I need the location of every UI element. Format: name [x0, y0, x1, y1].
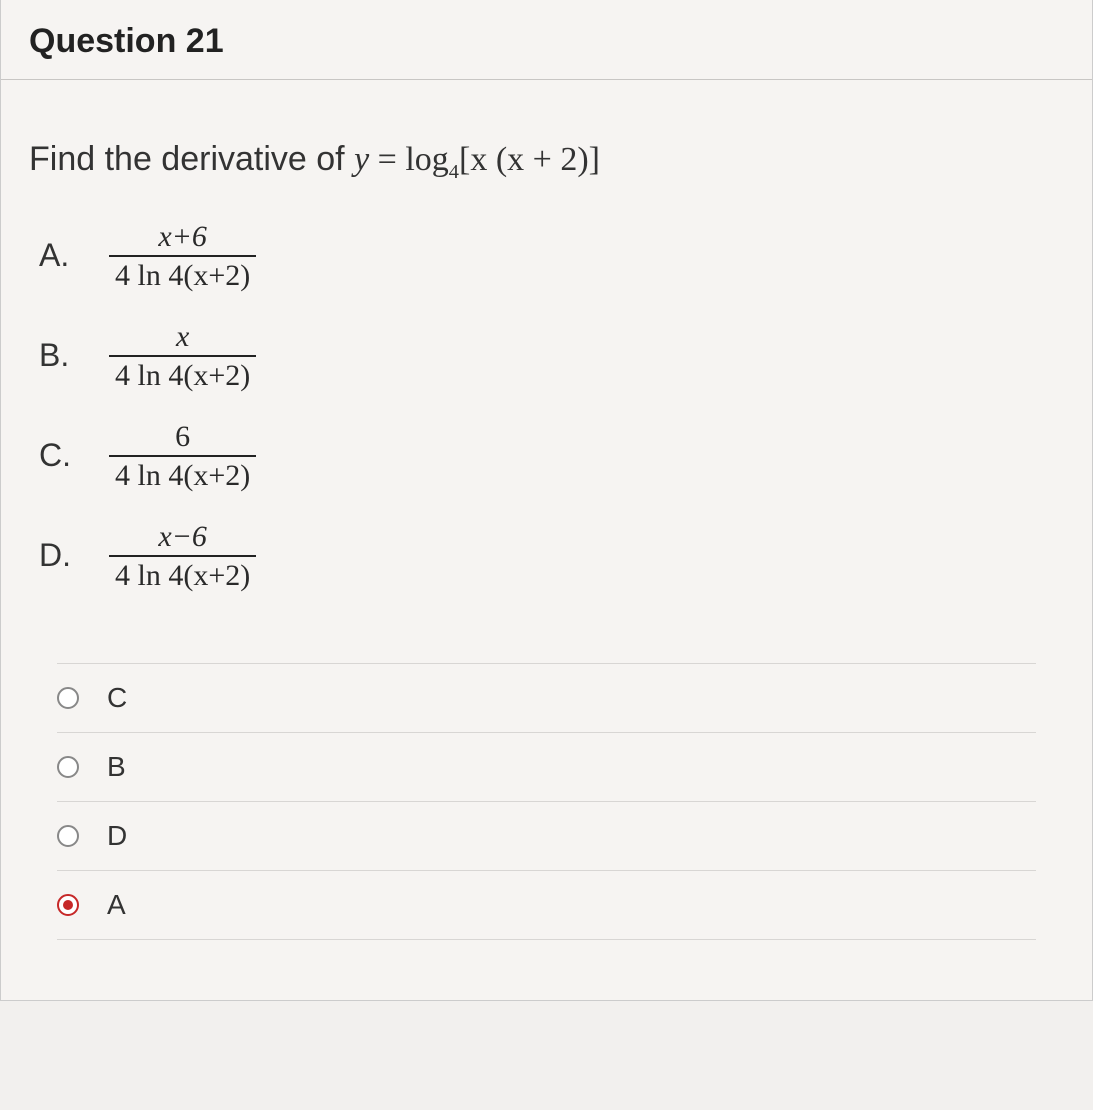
answer-item-b: B. x 4 ln 4(x+2): [39, 320, 1064, 392]
answer-item-d: D. x−6 4 ln 4(x+2): [39, 520, 1064, 592]
question-title: Question 21: [1, 0, 1092, 80]
answer-fraction: x−6 4 ln 4(x+2): [109, 520, 256, 592]
choice-row-b[interactable]: B: [57, 732, 1036, 802]
fraction-denominator: 4 ln 4(x+2): [109, 555, 256, 592]
radio-icon[interactable]: [57, 894, 79, 916]
choice-label: B: [107, 751, 126, 783]
fraction-denominator: 4 ln 4(x+2): [109, 355, 256, 392]
answer-list: A. x+6 4 ln 4(x+2) B. x 4 ln 4(x+2) C. 6…: [29, 220, 1064, 592]
answer-fraction: 6 4 ln 4(x+2): [109, 420, 256, 492]
fraction-denominator: 4 ln 4(x+2): [109, 255, 256, 292]
prompt-lead: Find the derivative of: [29, 140, 354, 178]
answer-letter: A.: [39, 237, 109, 274]
choice-label: D: [107, 820, 127, 852]
fraction-numerator: x+6: [152, 220, 213, 255]
radio-icon[interactable]: [57, 756, 79, 778]
answer-letter: B.: [39, 337, 109, 374]
answer-fraction: x+6 4 ln 4(x+2): [109, 220, 256, 292]
choice-row-a[interactable]: A: [57, 870, 1036, 940]
choice-row-c[interactable]: C: [57, 663, 1036, 733]
fraction-numerator: x−6: [152, 520, 213, 555]
answer-item-c: C. 6 4 ln 4(x+2): [39, 420, 1064, 492]
answer-item-a: A. x+6 4 ln 4(x+2): [39, 220, 1064, 292]
answer-fraction: x 4 ln 4(x+2): [109, 320, 256, 392]
radio-icon[interactable]: [57, 825, 79, 847]
question-container: Question 21 Find the derivative of y = l…: [0, 0, 1093, 1001]
answer-letter: C.: [39, 437, 109, 474]
choice-label: A: [107, 889, 126, 921]
choice-row-d[interactable]: D: [57, 801, 1036, 871]
fraction-numerator: 6: [169, 420, 196, 455]
fraction-numerator: x: [170, 320, 195, 355]
choice-list: C B D A: [29, 663, 1064, 940]
fraction-denominator: 4 ln 4(x+2): [109, 455, 256, 492]
question-prompt: Find the derivative of y = log4[x (x + 2…: [29, 140, 1064, 184]
radio-icon[interactable]: [57, 687, 79, 709]
answer-letter: D.: [39, 537, 109, 574]
question-body: Find the derivative of y = log4[x (x + 2…: [1, 80, 1092, 960]
choice-label: C: [107, 682, 127, 714]
prompt-equation: y = log4[x (x + 2)]: [354, 141, 600, 178]
